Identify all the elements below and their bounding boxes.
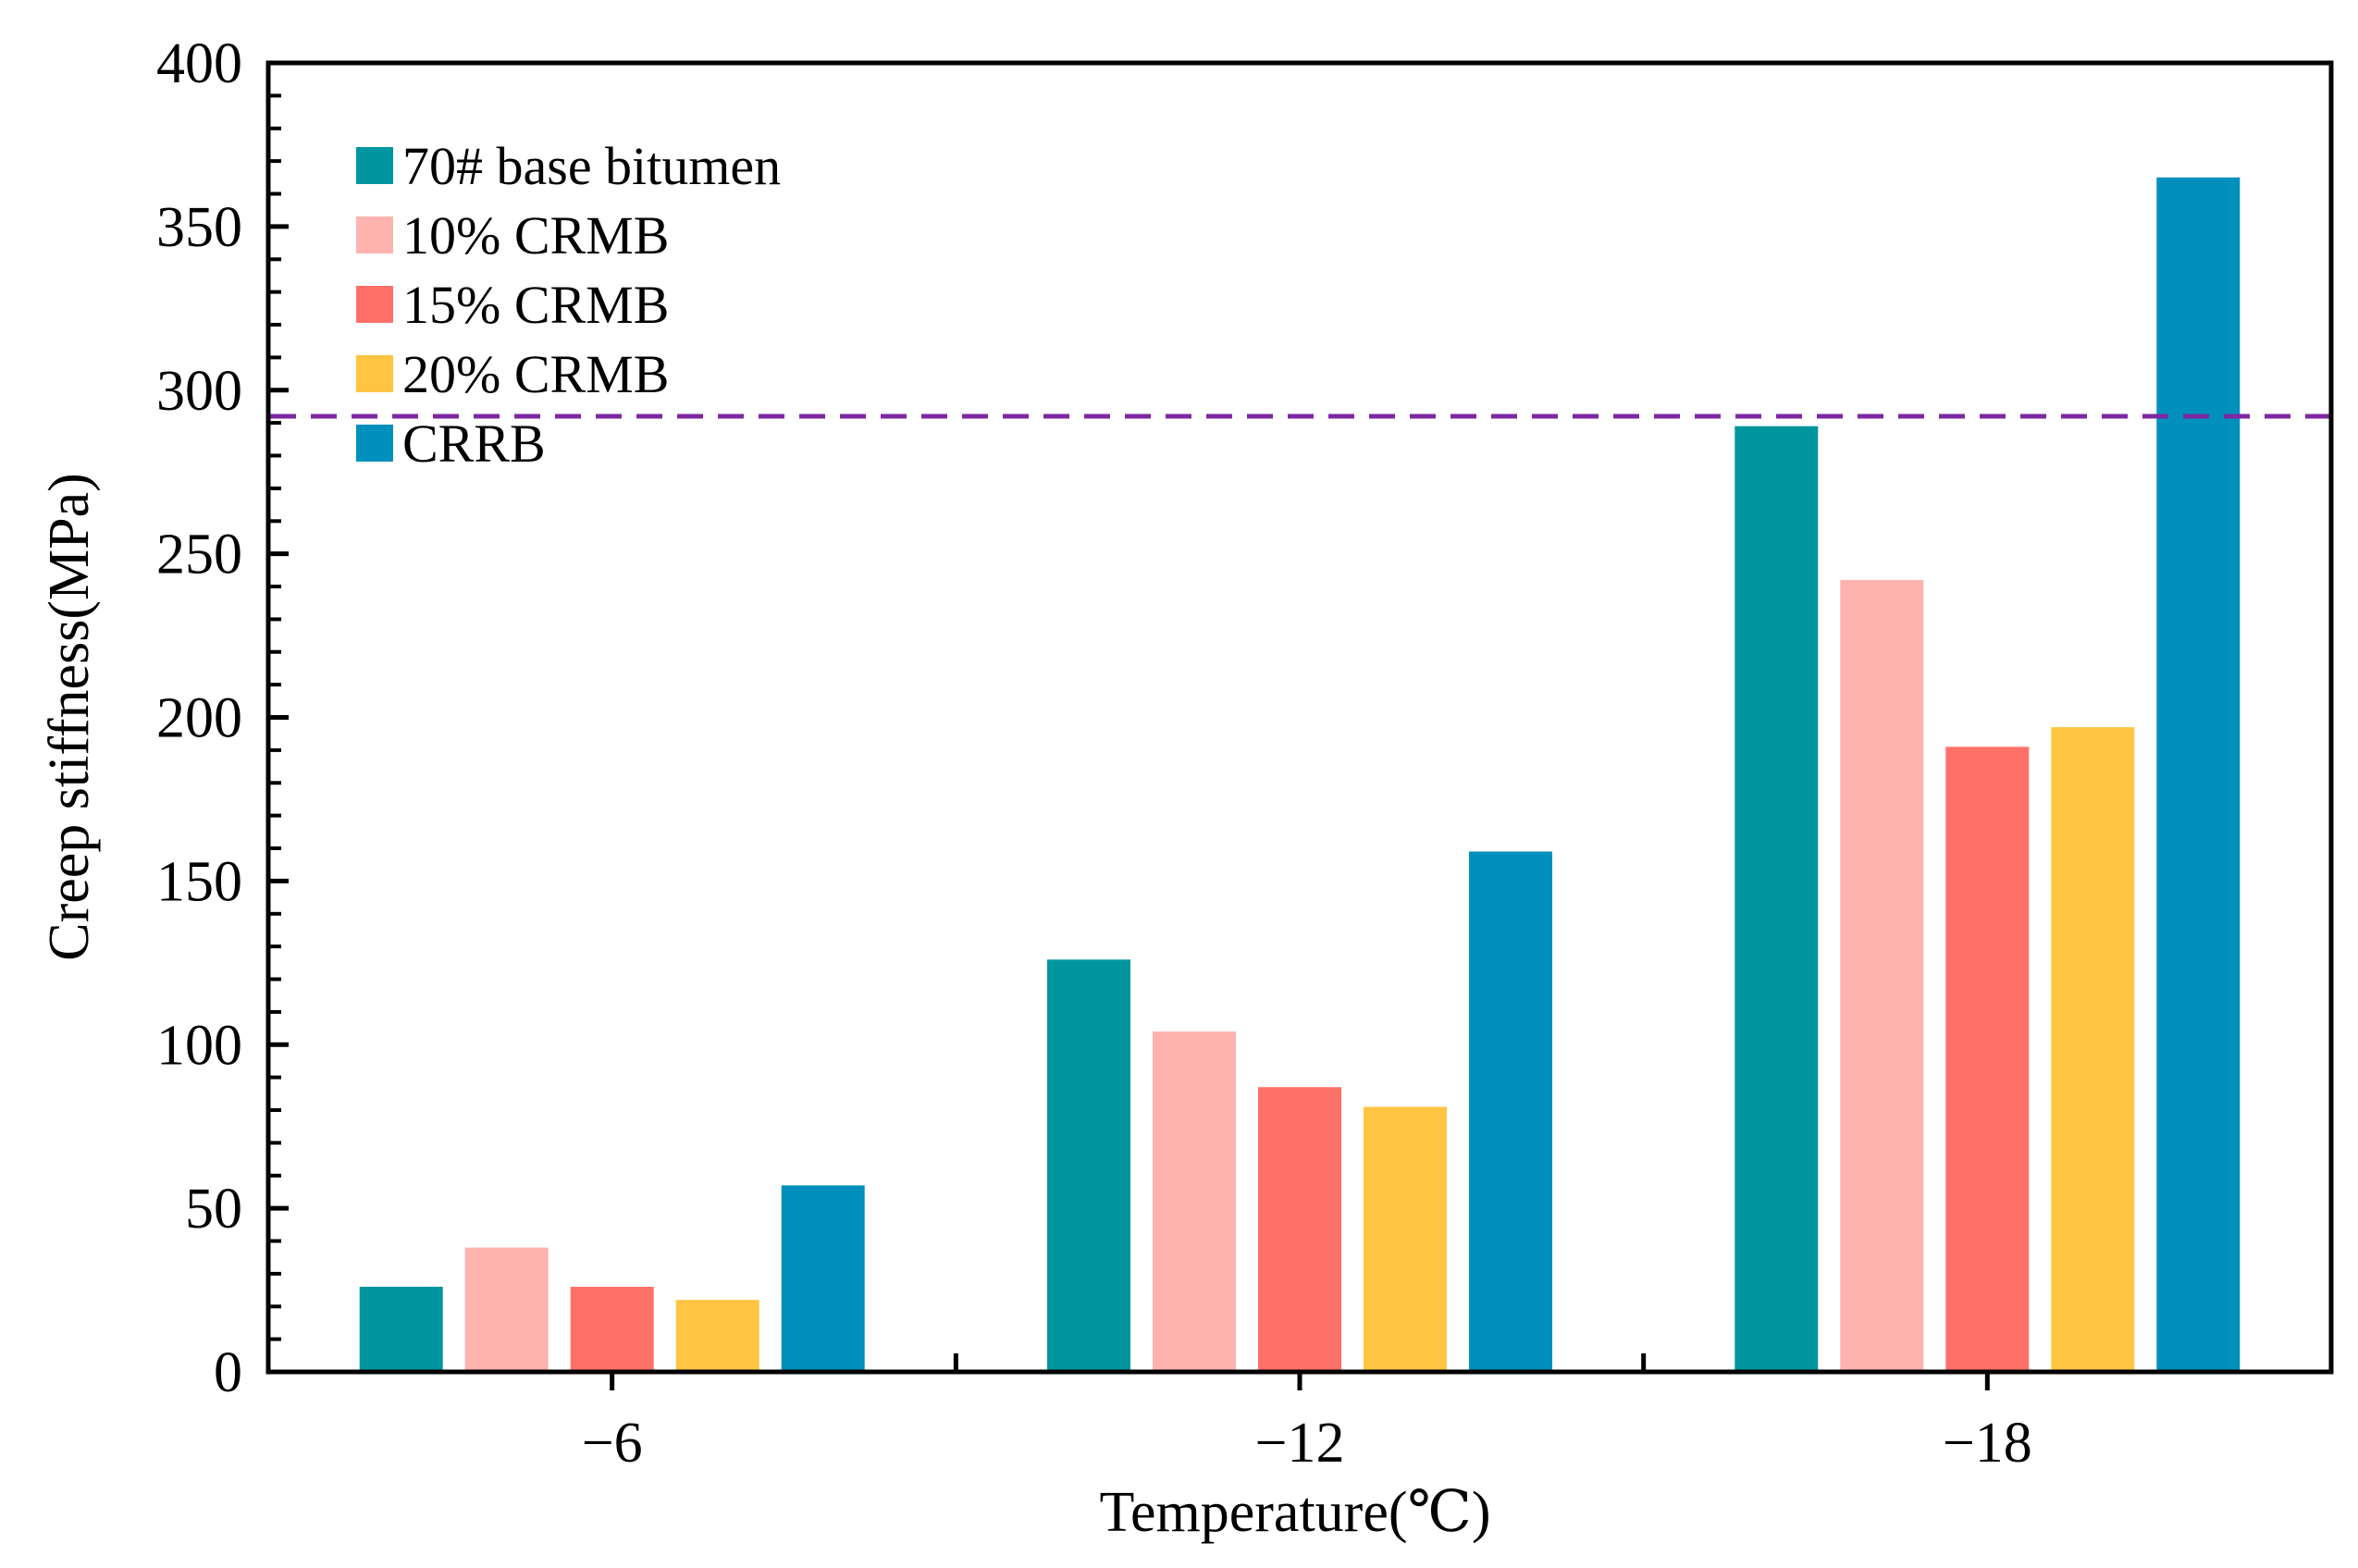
bar-70-base-bitumen-2: [1047, 959, 1130, 1372]
x-tick-label: −6: [582, 1412, 643, 1475]
y-axis-ticks: 0 50 100 150 200 250 300 350 400: [156, 32, 289, 1404]
y-tick-label: 350: [156, 196, 242, 259]
legend-swatch: [356, 147, 393, 184]
legend-label: 15% CRMB: [402, 275, 669, 335]
y-tick-label: 100: [156, 1014, 242, 1077]
bar-15-crmb-3: [1945, 747, 2030, 1372]
bar-20-crmb-2: [1364, 1106, 1447, 1372]
x-axis-title: Temperature(℃): [1099, 1481, 1490, 1544]
legend: 70# base bitumen 10% CRMB 15% CRMB 20% CRMB…: [356, 136, 781, 474]
bar-15-crmb-1: [570, 1287, 654, 1372]
legend-swatch: [356, 355, 393, 392]
y-tick-label: 0: [214, 1341, 242, 1404]
y-tick-label: 400: [156, 32, 242, 95]
legend-swatch: [356, 216, 393, 253]
legend-swatch: [356, 425, 393, 462]
bar-15-crmb-2: [1258, 1087, 1341, 1372]
y-tick-label: 300: [156, 360, 242, 423]
y-tick-label: 250: [156, 524, 242, 586]
legend-label: 70# base bitumen: [402, 136, 781, 196]
y-axis-title: Creep stiffness(MPa): [38, 473, 101, 960]
bar-20-crmb-1: [675, 1300, 759, 1372]
bar-crrb-1: [781, 1185, 865, 1372]
bar-70-base-bitumen-1: [359, 1287, 443, 1372]
bar-70-base-bitumen-3: [1735, 426, 1819, 1372]
x-tick-label: −12: [1255, 1412, 1345, 1475]
bars-layer: [359, 177, 2241, 1372]
y-tick-label: 50: [185, 1178, 242, 1241]
x-tick-label: −18: [1943, 1412, 2032, 1475]
legend-swatch: [356, 286, 393, 323]
legend-label: 10% CRMB: [402, 205, 669, 265]
y-tick-label: 150: [156, 850, 242, 913]
y-tick-label: 200: [156, 687, 242, 750]
bar-10-crmb-2: [1153, 1031, 1236, 1372]
bar-10-crmb-3: [1840, 579, 1924, 1372]
bar-crrb-2: [1469, 851, 1552, 1372]
bar-20-crmb-3: [2051, 727, 2135, 1372]
bar-crrb-3: [2156, 177, 2241, 1372]
legend-label: CRRB: [402, 414, 546, 474]
bar-10-crmb-1: [464, 1247, 549, 1372]
x-axis-ticks: −6 −12 −18: [582, 1353, 2032, 1475]
legend-label: 20% CRMB: [402, 344, 669, 404]
